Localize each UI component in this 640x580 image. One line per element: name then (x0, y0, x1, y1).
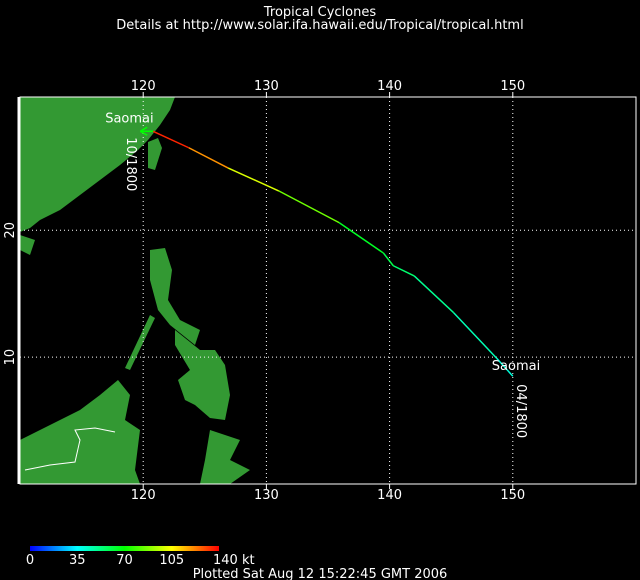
x-tick-label: 140 (377, 488, 402, 503)
x-tick-label: 150 (500, 488, 525, 503)
track-segment (392, 265, 415, 277)
track-segment (227, 167, 280, 192)
track-segment (278, 190, 340, 224)
palawan (125, 315, 155, 370)
track-segment (413, 275, 455, 314)
colorbar-label: 70 (116, 553, 133, 568)
end-time-label: 10/1800 (123, 137, 138, 191)
track-segment (453, 312, 498, 359)
colorbar (30, 546, 219, 551)
x-tick-label: 130 (254, 488, 279, 503)
colorbar-label: 0 (26, 553, 34, 568)
colorbar-label: 35 (69, 553, 86, 568)
hainan (20, 235, 35, 255)
track-segment (188, 147, 229, 169)
x-tick-label: 120 (131, 79, 156, 94)
luzon (150, 248, 200, 345)
storm-symbol (139, 126, 154, 136)
sulawesi (200, 430, 250, 484)
colorbar-label: 140 kt (213, 553, 255, 568)
track-segment (338, 221, 384, 254)
track-segment (152, 130, 190, 149)
x-tick-label: 140 (377, 79, 402, 94)
track-segment (496, 357, 514, 377)
land (20, 97, 250, 484)
subtitle: Details at http://www.solar.ifa.hawaii.e… (116, 18, 523, 33)
storm-name: Saomai (105, 111, 153, 126)
title: Tropical Cyclones (263, 5, 376, 20)
y-tick-label: 10 (3, 349, 18, 366)
china (20, 97, 175, 232)
mindanao (175, 330, 230, 420)
track-segment (382, 252, 394, 267)
taiwan (148, 138, 162, 170)
y-tick-label: 20 (3, 222, 18, 239)
storm-name: Saomai (492, 359, 540, 374)
x-tick-label: 130 (254, 79, 279, 94)
footer: Plotted Sat Aug 12 15:22:45 GMT 2006 (193, 567, 448, 580)
x-tick-label: 150 (500, 79, 525, 94)
borneo (20, 380, 140, 484)
colorbar-label: 105 (159, 553, 184, 568)
start-time-label: 04/1800 (513, 384, 528, 438)
x-tick-label: 120 (131, 488, 156, 503)
border-line (24, 427, 116, 471)
